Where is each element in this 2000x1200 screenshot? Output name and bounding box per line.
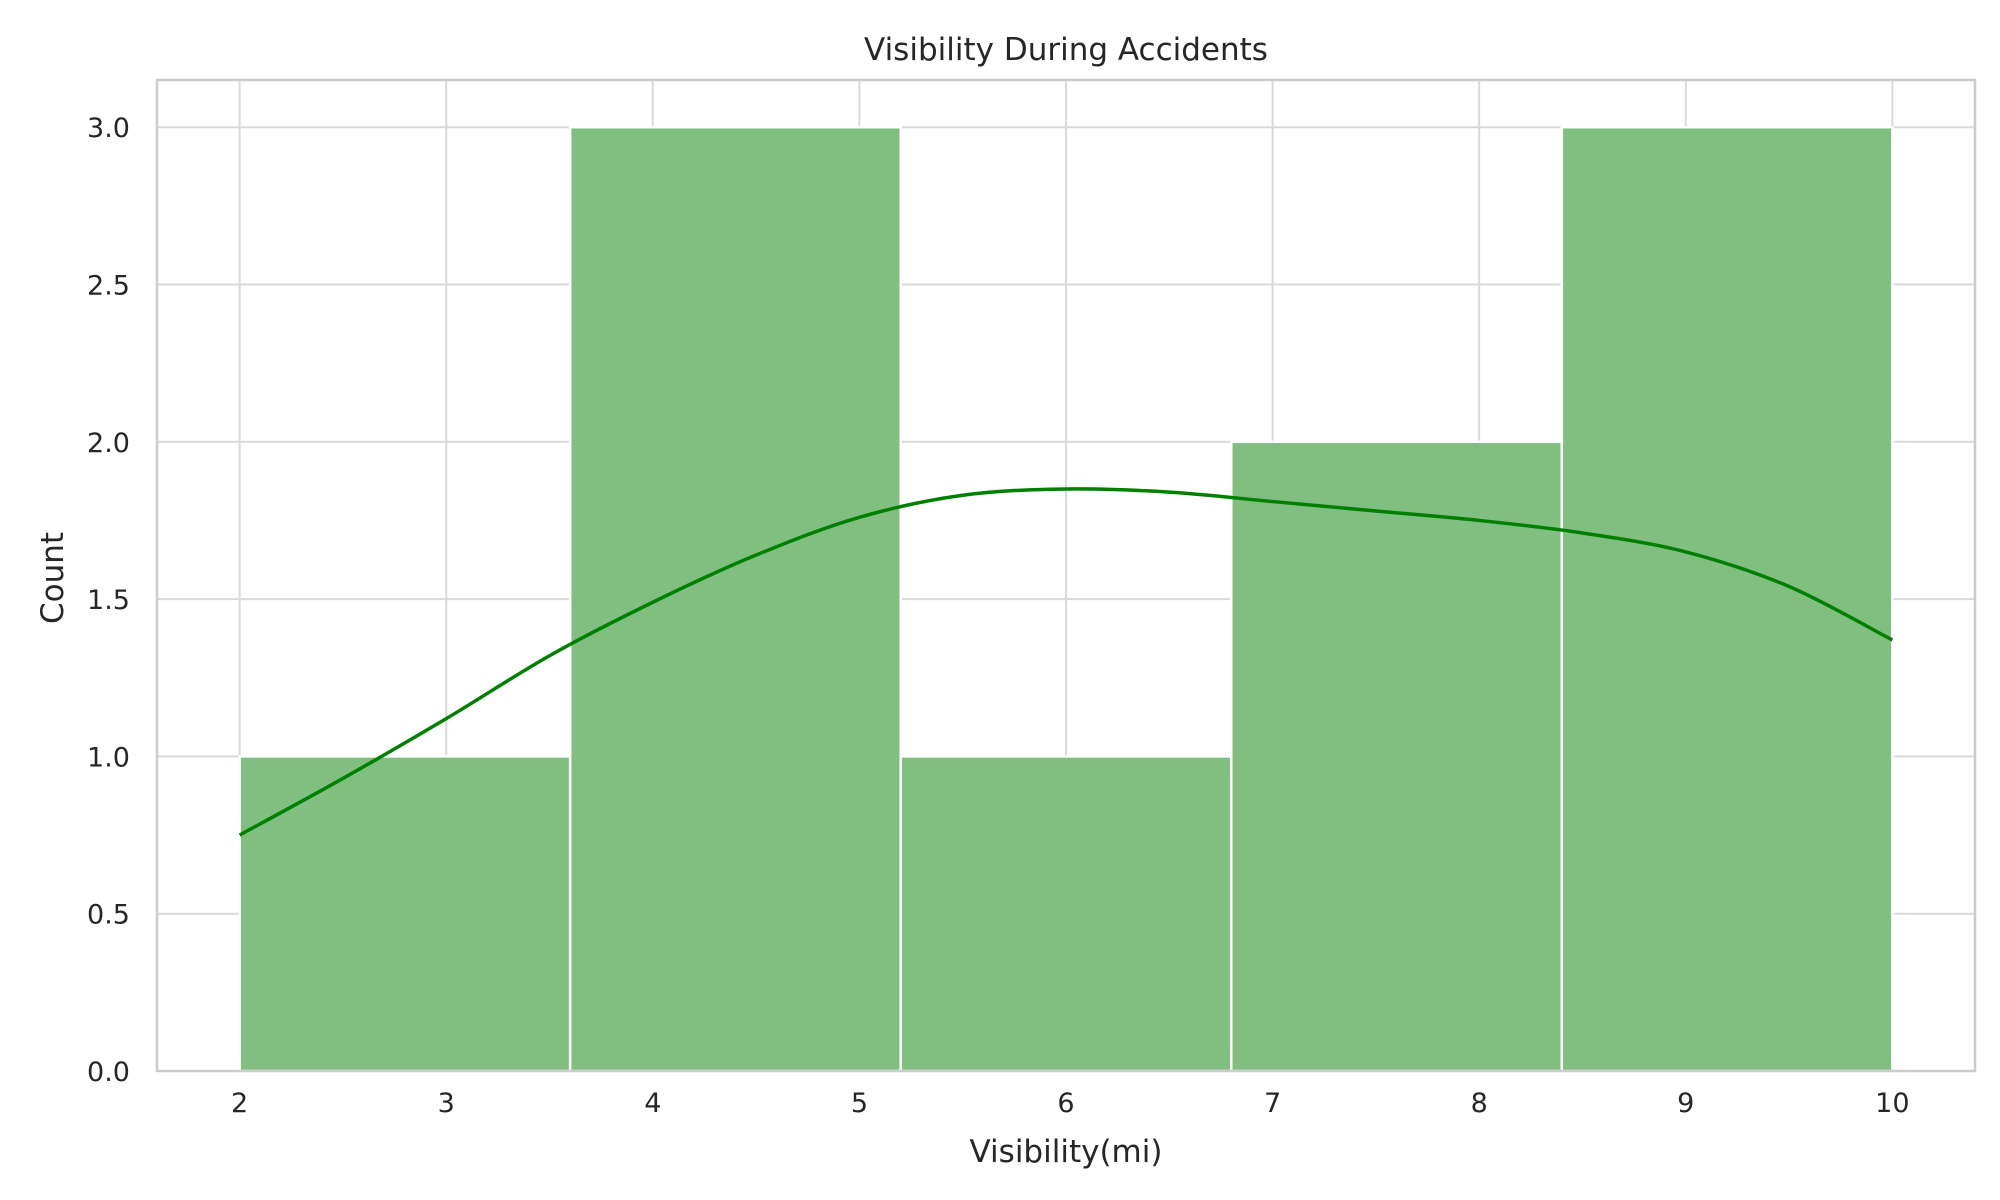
histogram-bar-5 [1560, 125, 1894, 1073]
tick-layer: 2 3 4 5 6 7 8 9 10 0.0 0.5 1.0 1.5 2.0 2.5 3.0 [87, 113, 1909, 1119]
histogram-bar-2 [568, 125, 902, 1073]
kde-curve [238, 487, 1894, 837]
histogram-bar-1 [238, 755, 572, 1073]
x-axis-label: Visibility(mi) [970, 1134, 1163, 1170]
chart-title: Visibility During Accidents [864, 32, 1268, 68]
y-tick-label: 1.5 [87, 585, 130, 616]
x-tick-label: 9 [1677, 1088, 1694, 1119]
x-tick-label: 10 [1875, 1088, 1909, 1119]
y-tick-label: 2.5 [87, 270, 130, 301]
y-tick-label: 2.0 [87, 428, 130, 459]
y-axis-label: Count [35, 532, 71, 624]
y-tick-label: 0.5 [87, 900, 130, 931]
y-tick-label: 0.0 [87, 1057, 130, 1088]
bar-layer [238, 125, 1894, 1073]
y-tick-label: 1.0 [87, 742, 130, 773]
plot-frame [155, 78, 1977, 1073]
x-tick-label: 2 [231, 1088, 248, 1119]
kde-layer [238, 487, 1894, 837]
histogram-bar-3 [899, 755, 1233, 1073]
x-tick-label: 6 [1057, 1088, 1074, 1119]
x-tick-label: 5 [851, 1088, 868, 1119]
x-tick-label: 8 [1471, 1088, 1488, 1119]
x-tick-label: 7 [1264, 1088, 1281, 1119]
histogram-bar-4 [1230, 440, 1564, 1073]
x-tick-label: 4 [644, 1088, 661, 1119]
y-tick-label: 3.0 [87, 113, 130, 144]
x-tick-label: 3 [438, 1088, 455, 1119]
